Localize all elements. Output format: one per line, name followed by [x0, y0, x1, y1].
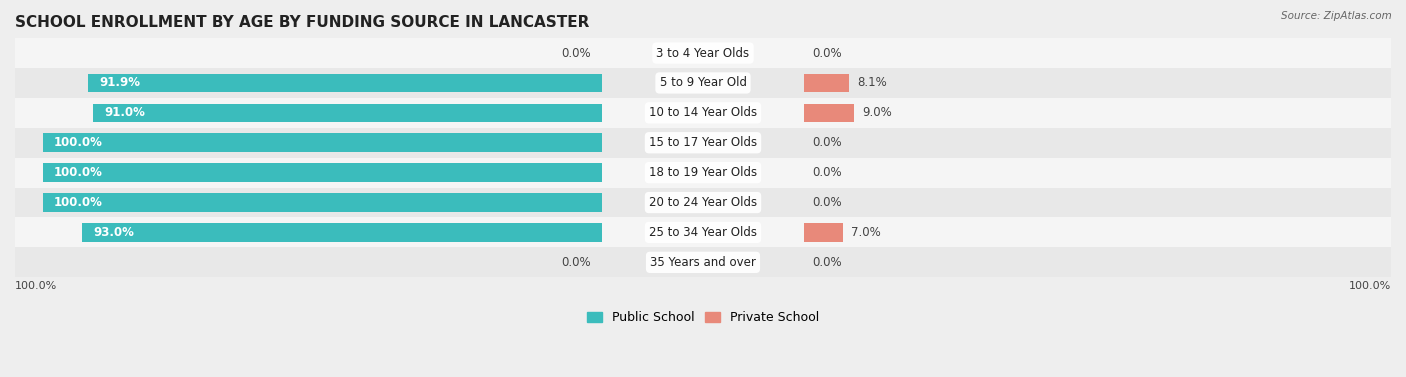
Text: 25 to 34 Year Olds: 25 to 34 Year Olds	[650, 226, 756, 239]
Bar	[15, 128, 1391, 158]
Bar	[15, 247, 1391, 277]
Text: 100.0%: 100.0%	[55, 166, 103, 179]
Text: 0.0%: 0.0%	[813, 136, 842, 149]
Text: 8.1%: 8.1%	[858, 77, 887, 89]
Bar	[804, 104, 853, 122]
Bar	[93, 104, 602, 122]
Bar	[15, 158, 1391, 188]
Bar	[804, 223, 842, 242]
Bar	[15, 38, 1391, 68]
Text: 0.0%: 0.0%	[813, 46, 842, 60]
Bar	[89, 74, 602, 92]
Text: 5 to 9 Year Old: 5 to 9 Year Old	[659, 77, 747, 89]
Text: 35 Years and over: 35 Years and over	[650, 256, 756, 269]
Text: 0.0%: 0.0%	[813, 196, 842, 209]
Text: 100.0%: 100.0%	[1348, 281, 1391, 291]
Bar	[804, 74, 849, 92]
Bar	[44, 163, 602, 182]
Text: Source: ZipAtlas.com: Source: ZipAtlas.com	[1281, 11, 1392, 21]
Text: 100.0%: 100.0%	[55, 196, 103, 209]
Legend: Public School, Private School: Public School, Private School	[582, 306, 824, 329]
Text: 0.0%: 0.0%	[813, 166, 842, 179]
Text: 0.0%: 0.0%	[561, 256, 591, 269]
Text: 7.0%: 7.0%	[851, 226, 882, 239]
Bar	[44, 193, 602, 212]
Text: 100.0%: 100.0%	[15, 281, 58, 291]
Bar	[15, 218, 1391, 247]
Text: 9.0%: 9.0%	[862, 106, 893, 120]
Text: 91.0%: 91.0%	[104, 106, 145, 120]
Text: 100.0%: 100.0%	[55, 136, 103, 149]
Text: SCHOOL ENROLLMENT BY AGE BY FUNDING SOURCE IN LANCASTER: SCHOOL ENROLLMENT BY AGE BY FUNDING SOUR…	[15, 15, 589, 30]
Bar	[15, 188, 1391, 218]
Text: 3 to 4 Year Olds: 3 to 4 Year Olds	[657, 46, 749, 60]
Text: 10 to 14 Year Olds: 10 to 14 Year Olds	[650, 106, 756, 120]
Text: 18 to 19 Year Olds: 18 to 19 Year Olds	[650, 166, 756, 179]
Bar	[15, 68, 1391, 98]
Text: 0.0%: 0.0%	[813, 256, 842, 269]
Text: 91.9%: 91.9%	[100, 77, 141, 89]
Text: 0.0%: 0.0%	[561, 46, 591, 60]
Bar	[44, 133, 602, 152]
Text: 15 to 17 Year Olds: 15 to 17 Year Olds	[650, 136, 756, 149]
Bar	[82, 223, 602, 242]
Text: 20 to 24 Year Olds: 20 to 24 Year Olds	[650, 196, 756, 209]
Text: 93.0%: 93.0%	[93, 226, 134, 239]
Bar	[15, 98, 1391, 128]
